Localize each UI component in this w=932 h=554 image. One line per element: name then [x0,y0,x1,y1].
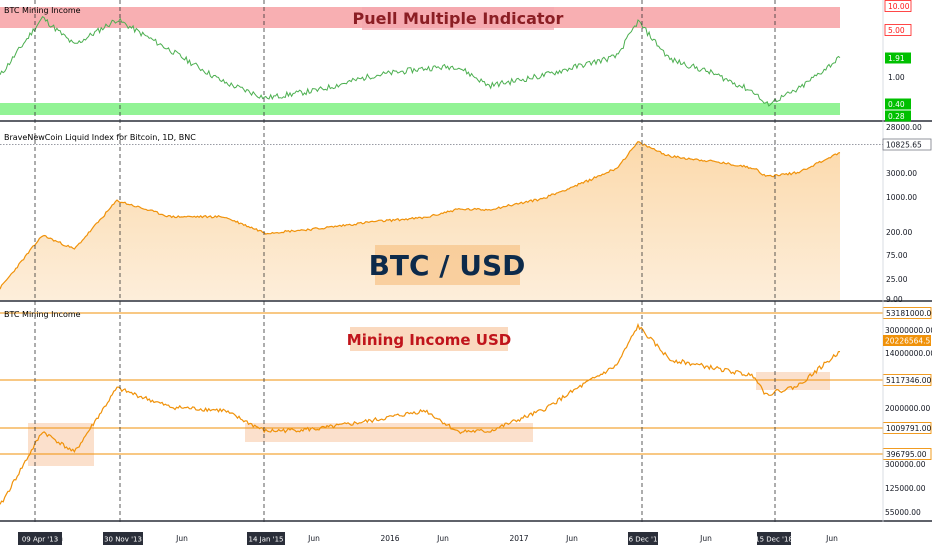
event-date-tag: 16 Dec '17 [624,532,662,545]
y-tick-label: 75.00 [886,251,908,260]
event-date-tag: 30 Nov '13 [103,532,143,545]
level-tag: 396795.00 [882,448,932,460]
y-tick-label: 55000.00 [885,508,921,517]
income-title: Mining Income USD [347,331,511,349]
event-date-tag: 14 Jan '15 [247,532,285,545]
level-tag: 53181000.00 [882,307,932,319]
x-tick-label: Jun [436,534,449,543]
svg-text:15 Dec '18: 15 Dec '18 [755,536,793,544]
income-y-axis: 30000000.00 14000000.00 2000000.00 300000.0… [885,326,932,517]
y-tick-label: 30000000.00 [885,326,932,335]
level-value: 1009791.00 [886,424,932,433]
level-value: 53181000.00 [886,309,932,318]
y-tick-label: 14000000.00 [885,349,932,358]
svg-text:0.28: 0.28 [888,112,905,121]
x-tick-label: 2016 [380,534,399,543]
event-date-tag: 09 Apr '13 [18,532,62,545]
x-tick-label: Jun [307,534,320,543]
x-tick-label: 2017 [509,534,528,543]
highlight-boxes [28,372,830,466]
y-tick-label: 3000.00 [886,169,917,178]
y-tick: 0.28 [885,110,911,122]
puell-series-line [0,16,841,107]
y-tick-label: 9.00 [886,295,903,304]
price-current-tag: 10825.65 [882,138,932,151]
price-current-value: 10825.65 [886,141,922,150]
highlight-box [28,423,94,466]
y-tick-label: 1000.00 [886,193,917,202]
y-tick-label: 2000000.00 [885,404,931,413]
svg-text:5.00: 5.00 [888,26,905,35]
x-tick-label: Jun [175,534,188,543]
income-current-value: 20226564.53 [885,337,932,346]
svg-text:1.00: 1.00 [888,73,905,82]
svg-text:30 Nov '13: 30 Nov '13 [104,536,142,544]
y-tick-label: 200.00 [886,228,912,237]
event-lines [34,0,776,522]
puell-y-axis: 10.00 5.00 1.91 1.00 0.40 0.28 [884,0,912,122]
income-series-line [0,322,841,505]
y-tick-label: 125000.00 [885,484,926,493]
svg-text:09 Apr '13: 09 Apr '13 [22,536,58,544]
highlight-box [756,372,830,390]
level-value: 5117346.00 [886,376,932,385]
price-y-axis: 28000.00 3000.00 1000.00 200.00 75.00 25.00 9.… [886,123,922,304]
income-title-box: Mining Income USD [347,327,511,351]
y-tick: 1.91 [885,52,911,64]
x-tick-label: Jun [699,534,712,543]
y-tick: 5.00 [884,24,912,36]
puell-legend: BTC Mining Income [4,6,81,15]
x-tick-label: Jun [825,534,838,543]
y-tick: 1.00 [888,73,905,82]
svg-text:16 Dec '17: 16 Dec '17 [624,536,662,544]
level-tag: 5117346.00 [882,374,932,386]
price-legend: BraveNewCoin Liquid Index for Bitcoin, 1… [4,133,196,142]
level-lines: 53181000.00 5117346.00 1009791.00 396795.00 [0,307,932,460]
level-value: 396795.00 [886,450,927,459]
level-tag: 1009791.00 [882,422,932,434]
y-tick: 10.00 [884,0,912,12]
y-tick-label: 25.00 [886,275,908,284]
event-date-tag: 15 Dec '18 [755,532,793,545]
price-area [0,141,840,300]
price-title-box: BTC / USD [369,245,526,285]
income-legend: BTC Mining Income [4,310,81,319]
y-tick: 0.40 [885,98,911,110]
svg-text:0.40: 0.40 [888,100,905,109]
price-title: BTC / USD [369,249,526,282]
svg-text:10.00: 10.00 [888,2,910,11]
svg-text:1.91: 1.91 [888,54,905,63]
y-tick-label: 28000.00 [886,123,922,132]
puell-green-band [0,103,840,115]
x-tick-label: Jun [565,534,578,543]
svg-text:14 Jan '15: 14 Jan '15 [249,536,284,544]
price-series-line [0,141,841,290]
x-axis: JunJunJun2016Jun2017JunJunJun09 Apr '133… [0,522,932,550]
income-current-tag: 20226564.53 [883,335,932,346]
puell-title: Puell Multiple Indicator [353,9,564,28]
y-tick-label: 300000.00 [885,460,926,469]
puell-title-box: Puell Multiple Indicator [353,7,564,30]
